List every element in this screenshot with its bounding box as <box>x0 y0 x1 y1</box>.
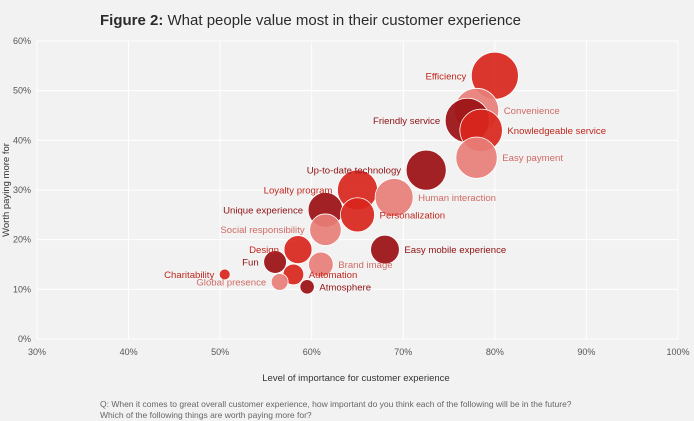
bubble-social-responsibility <box>309 213 342 246</box>
y-tick-label: 10% <box>13 284 31 294</box>
bubble-label: Brand image <box>338 260 392 271</box>
y-tick-label: 0% <box>18 334 31 344</box>
x-tick-label: 80% <box>486 347 504 357</box>
figure-number: Figure 2: <box>100 12 164 29</box>
bubble-label: Up-to-date technology <box>307 166 402 177</box>
bubble-label: Easy payment <box>502 153 563 164</box>
bubble-up-to-date-technology <box>405 149 447 191</box>
note-line-1: Q: When it comes to great overall custom… <box>100 399 572 409</box>
x-tick-label: 50% <box>211 347 229 357</box>
note-line-2: Which of the following things are worth … <box>100 410 312 420</box>
x-tick-label: 100% <box>666 347 689 357</box>
grid-lines <box>36 40 679 340</box>
bubble-design <box>283 235 313 265</box>
bubble-easy-mobile-experience <box>370 234 400 265</box>
bubble-label: Fun <box>242 258 259 269</box>
bubble-charitability <box>218 268 231 281</box>
bubble-label: Efficiency <box>425 71 466 82</box>
bubble-atmosphere <box>299 279 315 295</box>
bubbles <box>218 51 519 295</box>
y-tick-label: 30% <box>13 185 31 195</box>
bubble-label: Loyalty program <box>264 186 333 197</box>
x-tick-label: 70% <box>394 347 412 357</box>
bubble-label: Automation <box>309 270 358 281</box>
y-axis-label: Worth paying more for <box>1 143 12 237</box>
bubble-chart: 30% 40% 50% 60% 70% 80% 90% 100% 0% 10% 20% 30% 40% 5… <box>1 36 690 384</box>
bubble-brand-image <box>308 251 334 278</box>
bubble-labels: Efficiency Convenience Friendly service Kno… <box>164 71 606 293</box>
bubble-fun <box>263 250 287 274</box>
x-tick-label: 60% <box>303 347 321 357</box>
bubble-label: Human interaction <box>418 193 496 204</box>
y-tick-label: 20% <box>13 235 31 245</box>
y-tick-label: 60% <box>13 36 31 46</box>
bubble-label: Unique experience <box>223 205 303 216</box>
bubble-label: Friendly service <box>373 116 440 127</box>
bubble-label: Charitability <box>164 270 214 281</box>
bubble-label: Convenience <box>504 106 560 117</box>
bubble-global-presence <box>270 273 289 291</box>
axis-ticks: 30% 40% 50% 60% 70% 80% 90% 100% 0% 10% 20% 30% 40% 5… <box>13 36 690 357</box>
survey-question-note: Q: When it comes to great overall custom… <box>100 399 572 421</box>
y-tick-label: 40% <box>13 135 31 145</box>
bubble-label: Design <box>249 245 279 256</box>
x-tick-label: 40% <box>120 347 138 357</box>
bubble-label: Easy mobile experience <box>404 245 506 256</box>
bubble-label: Global presence <box>196 277 266 288</box>
bubble-label: Personalization <box>380 210 446 221</box>
chart-title: Figure 2: What people value most in thei… <box>100 12 521 29</box>
x-axis-label: Level of importance for customer experie… <box>262 373 449 384</box>
x-tick-label: 90% <box>577 347 595 357</box>
bubble-label: Atmosphere <box>319 282 371 293</box>
bubble-label: Knowledgeable service <box>507 126 606 137</box>
figure-title-text: What people value most in their customer… <box>167 12 522 29</box>
y-tick-label: 50% <box>13 86 31 96</box>
bubble-label: Social responsibility <box>220 225 304 236</box>
bubble-human-interaction <box>374 178 414 217</box>
bubble-easy-payment <box>455 136 498 179</box>
x-tick-label: 30% <box>28 347 46 357</box>
bubble-personalization <box>340 197 375 233</box>
